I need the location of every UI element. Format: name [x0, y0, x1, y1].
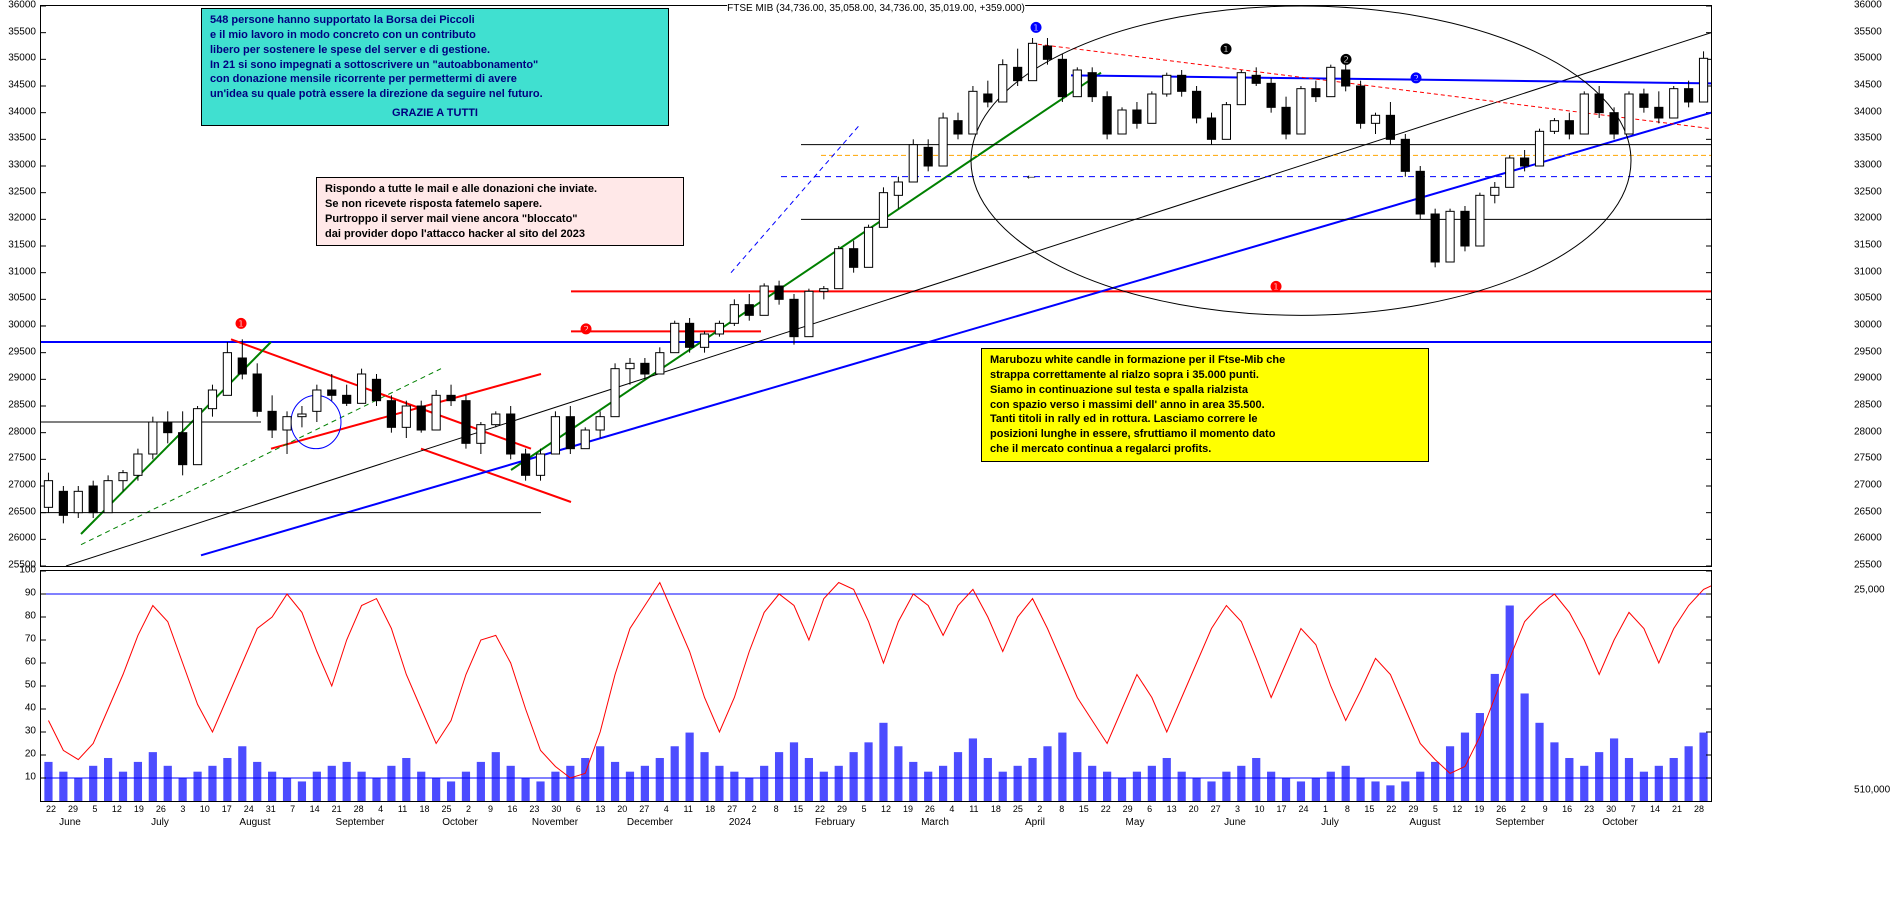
support-annotation: 548 persone hanno supportato la Borsa de… [201, 8, 669, 126]
x-axis: 2229512192631017243171421284111825291623… [40, 802, 1710, 862]
svg-text:❶: ❶ [1030, 20, 1043, 36]
svg-text:❶: ❶ [1270, 278, 1283, 294]
analysis-annotation: Marubozu white candle in formazione per … [981, 348, 1429, 462]
annotation-line: e il mio lavoro in modo concreto con un … [210, 28, 660, 43]
annotation-line: con spazio verso i massimi dell' anno in… [990, 398, 1420, 413]
annotation-line: con donazione mensile ricorrente per per… [210, 72, 660, 87]
annotation-line: Siamo in continuazione sul testa e spall… [990, 383, 1420, 398]
annotation-line: Tanti titoli in rally ed in rottura. Las… [990, 412, 1420, 427]
annotation-line: GRAZIE A TUTTI [210, 106, 660, 121]
annotation-line: 548 persone hanno supportato la Borsa de… [210, 13, 660, 28]
annotation-line: Marubozu white candle in formazione per … [990, 353, 1420, 368]
price-panel[interactable]: FTSE MIB (34,736.00, 35,058.00, 34,736.0… [40, 5, 1712, 567]
annotation-line: In 21 si sono impegnati a sottoscrivere … [210, 58, 660, 73]
svg-text:❷: ❷ [580, 321, 593, 337]
chart-container: 2550026000265002700027500280002850029000… [0, 0, 1890, 903]
annotation-line: un'idea su quale potrà essere la direzio… [210, 87, 660, 102]
annotation-line: che il mercato continua a regalarci prof… [990, 442, 1420, 457]
annotation-line: strappa correttamente al rialzo sopra i … [990, 368, 1420, 383]
svg-text:←: ← [1024, 166, 1038, 182]
y-axis-right-indicator: 25,000510,000 [1852, 570, 1890, 800]
indicator-panel[interactable] [40, 570, 1712, 802]
annotation-line: Rispondo a tutte le mail e alle donazion… [325, 182, 675, 197]
y-axis-left-indicator: 102030405060708090100 [0, 570, 38, 800]
annotation-line: dai provider dopo l'attacco hacker al si… [325, 227, 675, 242]
annotation-line: Purtroppo il server mail viene ancora "b… [325, 212, 675, 227]
annotation-line: posizioni lunghe in essere, sfruttiamo i… [990, 427, 1420, 442]
indicator-svg [41, 571, 1711, 801]
svg-text:❷: ❷ [1340, 52, 1353, 68]
mail-annotation: Rispondo a tutte le mail e alle donazion… [316, 177, 684, 246]
svg-text:❶: ❶ [1220, 41, 1233, 57]
y-axis-right: 2550026000265002700027500280002850029000… [1852, 5, 1890, 565]
annotation-line: Se non ricevete risposta fatemelo sapere… [325, 197, 675, 212]
svg-text:❷: ❷ [1410, 70, 1423, 86]
svg-text:❶: ❶ [235, 316, 248, 332]
y-axis-left: 2550026000265002700027500280002850029000… [0, 5, 38, 565]
annotation-line: libero per sostenere le spese del server… [210, 43, 660, 58]
